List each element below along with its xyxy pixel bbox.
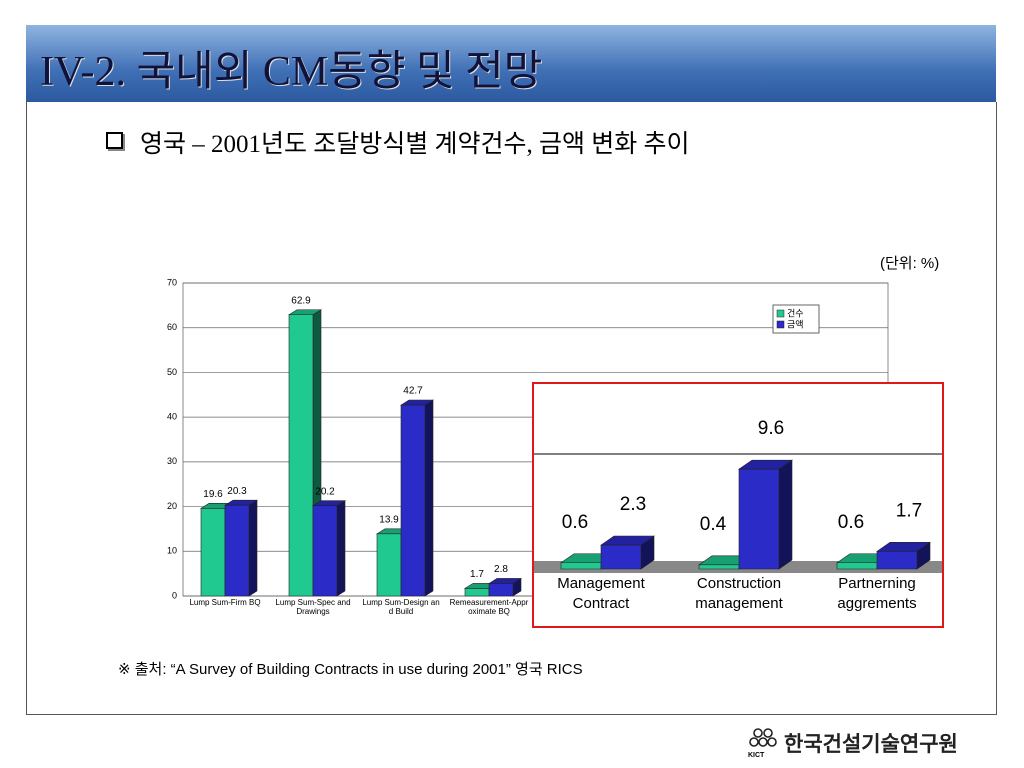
inset-value-label: 9.6 [758,418,784,439]
bar [223,499,259,597]
x-tick-label: Lump Sum-Firm BQ [189,598,261,607]
bar [487,577,523,597]
bar-side [778,459,793,570]
inset-value-label: 0.6 [562,512,588,533]
y-tick-label: 70 [167,277,177,287]
content-frame [26,102,997,715]
bar-front [200,508,226,597]
bar-front [224,504,250,597]
bar-side [424,399,434,597]
bar-front [464,588,490,597]
bar-front [312,505,338,597]
inset-category-label: Partnerning aggrements [837,575,917,612]
inset-chart: 0.6 2.3 0.4 9.6 0.6 1.7 [534,418,942,573]
bar-front [488,583,514,597]
value-label: 20.2 [315,486,335,497]
bar [600,535,655,570]
bar-side [336,500,346,597]
slide-title: IV-2. 국내외 CM동향 및 전망 [40,49,543,95]
value-label: 19.6 [203,489,223,500]
bar-front [836,562,878,570]
bullet-box [106,132,123,149]
logo-icon [749,728,777,747]
value-label: 62.9 [291,295,311,306]
logo-name: 한국건설기술연구원 [784,733,958,756]
bar-front [400,404,426,597]
y-tick-label: 40 [167,412,177,422]
bar-front [288,314,314,597]
bar-front [876,551,918,570]
legend-label: 건수 [787,308,804,318]
inset-category-label: Construction management [695,575,783,612]
value-label: 20.3 [227,486,247,497]
bar [876,541,931,570]
y-tick-label: 50 [167,367,177,377]
title-bar: IV-2. 국내외 CM동향 및 전망 [26,25,996,102]
bar-front [738,468,780,570]
inset-category-label: Management Contract [557,575,645,612]
logo-abbr: KICT [748,752,765,759]
bar [738,459,793,570]
legend-label: 금액 [787,318,804,329]
legend-swatch [776,309,785,318]
bar-front [376,533,402,597]
bar-side [248,499,258,597]
inset-value-label: 2.3 [620,494,646,515]
inset-zoom: 0.6 2.3 0.4 9.6 0.6 1.7 Management Contract Co… [532,382,944,628]
subtitle: 영국 – 2001년도 조달방식별 계약건수, 금액 변화 추이 [140,131,690,158]
x-tick-label: Remeasurement-Approximate BQ [449,598,529,616]
y-tick-label: 60 [167,322,177,332]
inset-value-label: 0.6 [838,512,864,533]
bar-front [600,544,642,570]
value-label: 13.9 [379,514,399,525]
source-note: ※ 출처: “A Survey of Building Contracts in… [118,661,583,678]
legend-swatch [776,320,785,329]
unit-note: (단위: %) [880,255,940,272]
y-tick-label: 0 [172,590,177,600]
bar-front [698,564,740,570]
value-label: 42.7 [403,386,423,397]
y-tick-label: 20 [167,501,177,511]
value-label: 2.8 [494,564,508,575]
bar-front [560,562,602,570]
legend-box [772,304,820,334]
bar [311,500,347,597]
inset-value-label: 1.7 [896,500,922,521]
x-tick-label: Lump Sum-Design and Build [362,598,440,616]
y-tick-label: 10 [167,546,177,556]
y-tick-label: 30 [167,456,177,466]
x-tick-label: Lump Sum-Spec and Drawings [275,598,351,616]
bar [399,399,435,597]
inset-value-label: 0.4 [700,514,727,535]
value-label: 1.7 [470,569,484,580]
